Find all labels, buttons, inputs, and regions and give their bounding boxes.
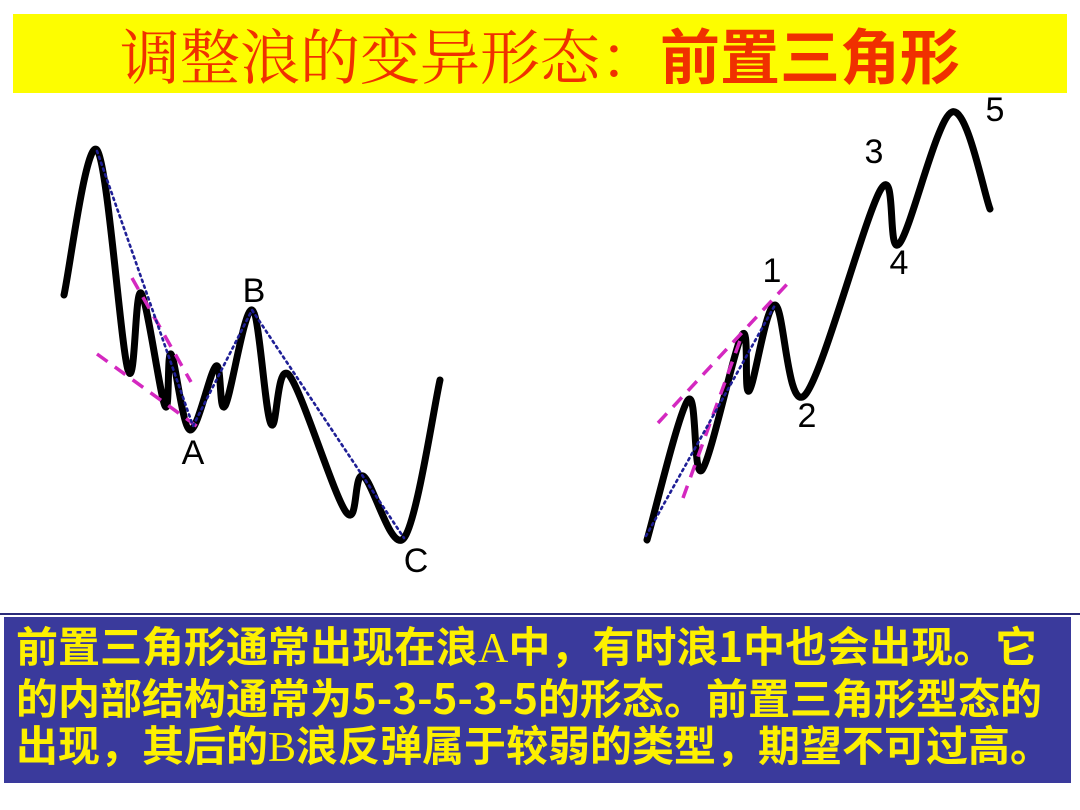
svg-text:3: 3 [865, 133, 884, 171]
svg-text:4: 4 [890, 244, 909, 282]
svg-text:2: 2 [798, 397, 817, 435]
svg-text:B: B [243, 272, 266, 310]
svg-text:C: C [404, 542, 429, 580]
svg-text:1: 1 [763, 252, 782, 290]
svg-text:5: 5 [986, 91, 1005, 129]
svg-text:A: A [182, 434, 205, 472]
